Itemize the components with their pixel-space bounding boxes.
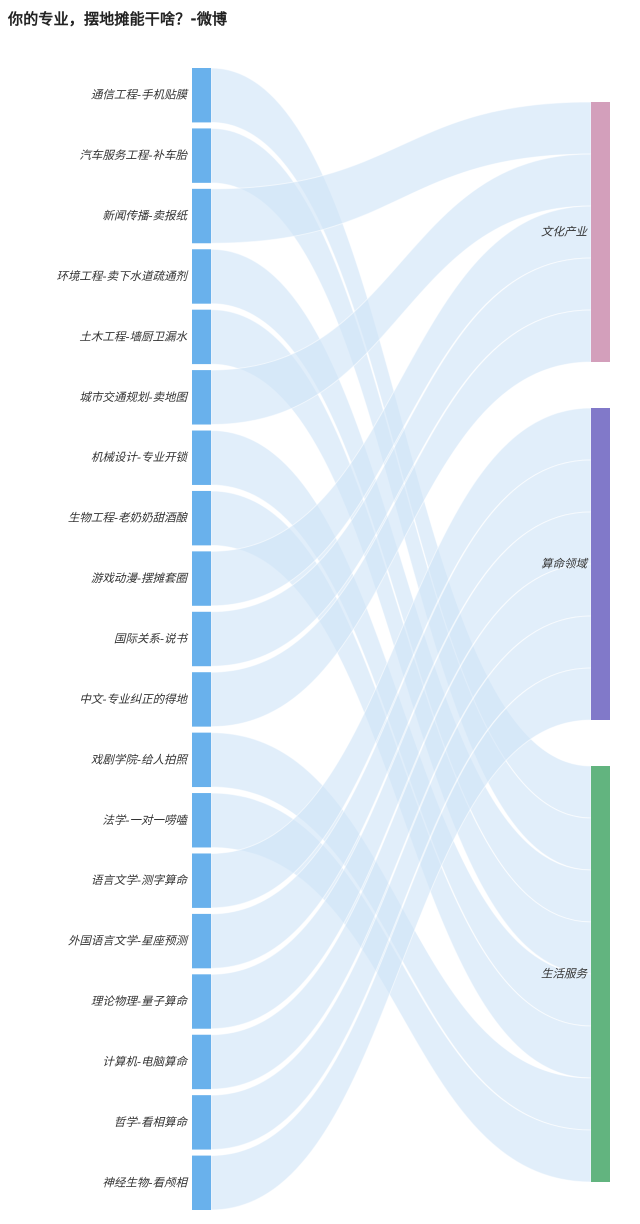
source-node bbox=[192, 853, 211, 908]
source-node bbox=[192, 128, 211, 183]
source-node-label: 国际关系-说书 bbox=[114, 632, 189, 646]
source-node bbox=[192, 309, 211, 365]
source-node bbox=[192, 188, 211, 244]
source-node-label: 戏剧学院-给人拍照 bbox=[91, 752, 189, 766]
source-node-label: 中文-专业纠正的得地 bbox=[79, 692, 188, 706]
source-node-label: 语言文学-测字算命 bbox=[91, 873, 189, 887]
source-node bbox=[192, 430, 211, 485]
source-node-label: 通信工程-手机贴膜 bbox=[91, 88, 190, 102]
source-node bbox=[192, 672, 211, 727]
source-node bbox=[192, 1095, 211, 1150]
source-node bbox=[192, 1034, 211, 1090]
source-node bbox=[192, 68, 211, 123]
source-node bbox=[192, 249, 211, 304]
source-node-label: 理论物理-量子算命 bbox=[91, 994, 189, 1008]
target-node-label: 算命领域 bbox=[541, 557, 588, 571]
source-node-label: 外国语言文学-星座预测 bbox=[68, 934, 190, 948]
sankey-labels: 通信工程-手机贴膜汽车服务工程-补车胎新闻传播-卖报纸环境工程-卖下水道疏通剂土… bbox=[56, 88, 588, 1190]
source-node-label: 土木工程-墙厨卫漏水 bbox=[79, 329, 187, 343]
source-node-label: 机械设计-专业开锁 bbox=[91, 450, 189, 464]
page-title: 你的专业，摆地摊能干啥？-微博 bbox=[8, 10, 228, 28]
source-node-label: 游戏动漫-摆摊套圈 bbox=[91, 571, 189, 585]
source-node bbox=[192, 370, 211, 425]
target-node bbox=[591, 766, 610, 1182]
source-node-label: 城市交通规划-卖地图 bbox=[79, 390, 188, 404]
source-node bbox=[192, 793, 211, 848]
source-node-label: 哲学-看相算命 bbox=[114, 1115, 189, 1129]
source-node bbox=[192, 1155, 211, 1210]
target-node-label: 生活服务 bbox=[541, 967, 588, 981]
sankey-nodes bbox=[192, 68, 610, 1210]
source-node-label: 神经生物-看颅相 bbox=[102, 1175, 188, 1189]
sankey-links bbox=[210, 67, 592, 1211]
source-node bbox=[192, 611, 211, 667]
source-node bbox=[192, 732, 211, 788]
source-node-label: 汽车服务工程-补车胎 bbox=[79, 148, 188, 162]
source-node bbox=[192, 974, 211, 1029]
source-node-label: 法学-一对一唠嗑 bbox=[102, 813, 188, 827]
source-node bbox=[192, 490, 211, 546]
source-node-label: 计算机-电脑算命 bbox=[102, 1054, 188, 1068]
target-node bbox=[591, 408, 610, 720]
source-node-label: 生物工程-老奶奶甜酒酿 bbox=[68, 511, 189, 525]
target-node bbox=[591, 102, 610, 362]
source-node-label: 新闻传播-卖报纸 bbox=[102, 209, 188, 223]
source-node-label: 环境工程-卖下水道疏通剂 bbox=[56, 269, 188, 283]
source-node bbox=[192, 913, 211, 969]
source-node bbox=[192, 551, 211, 606]
target-node-label: 文化产业 bbox=[541, 225, 588, 239]
